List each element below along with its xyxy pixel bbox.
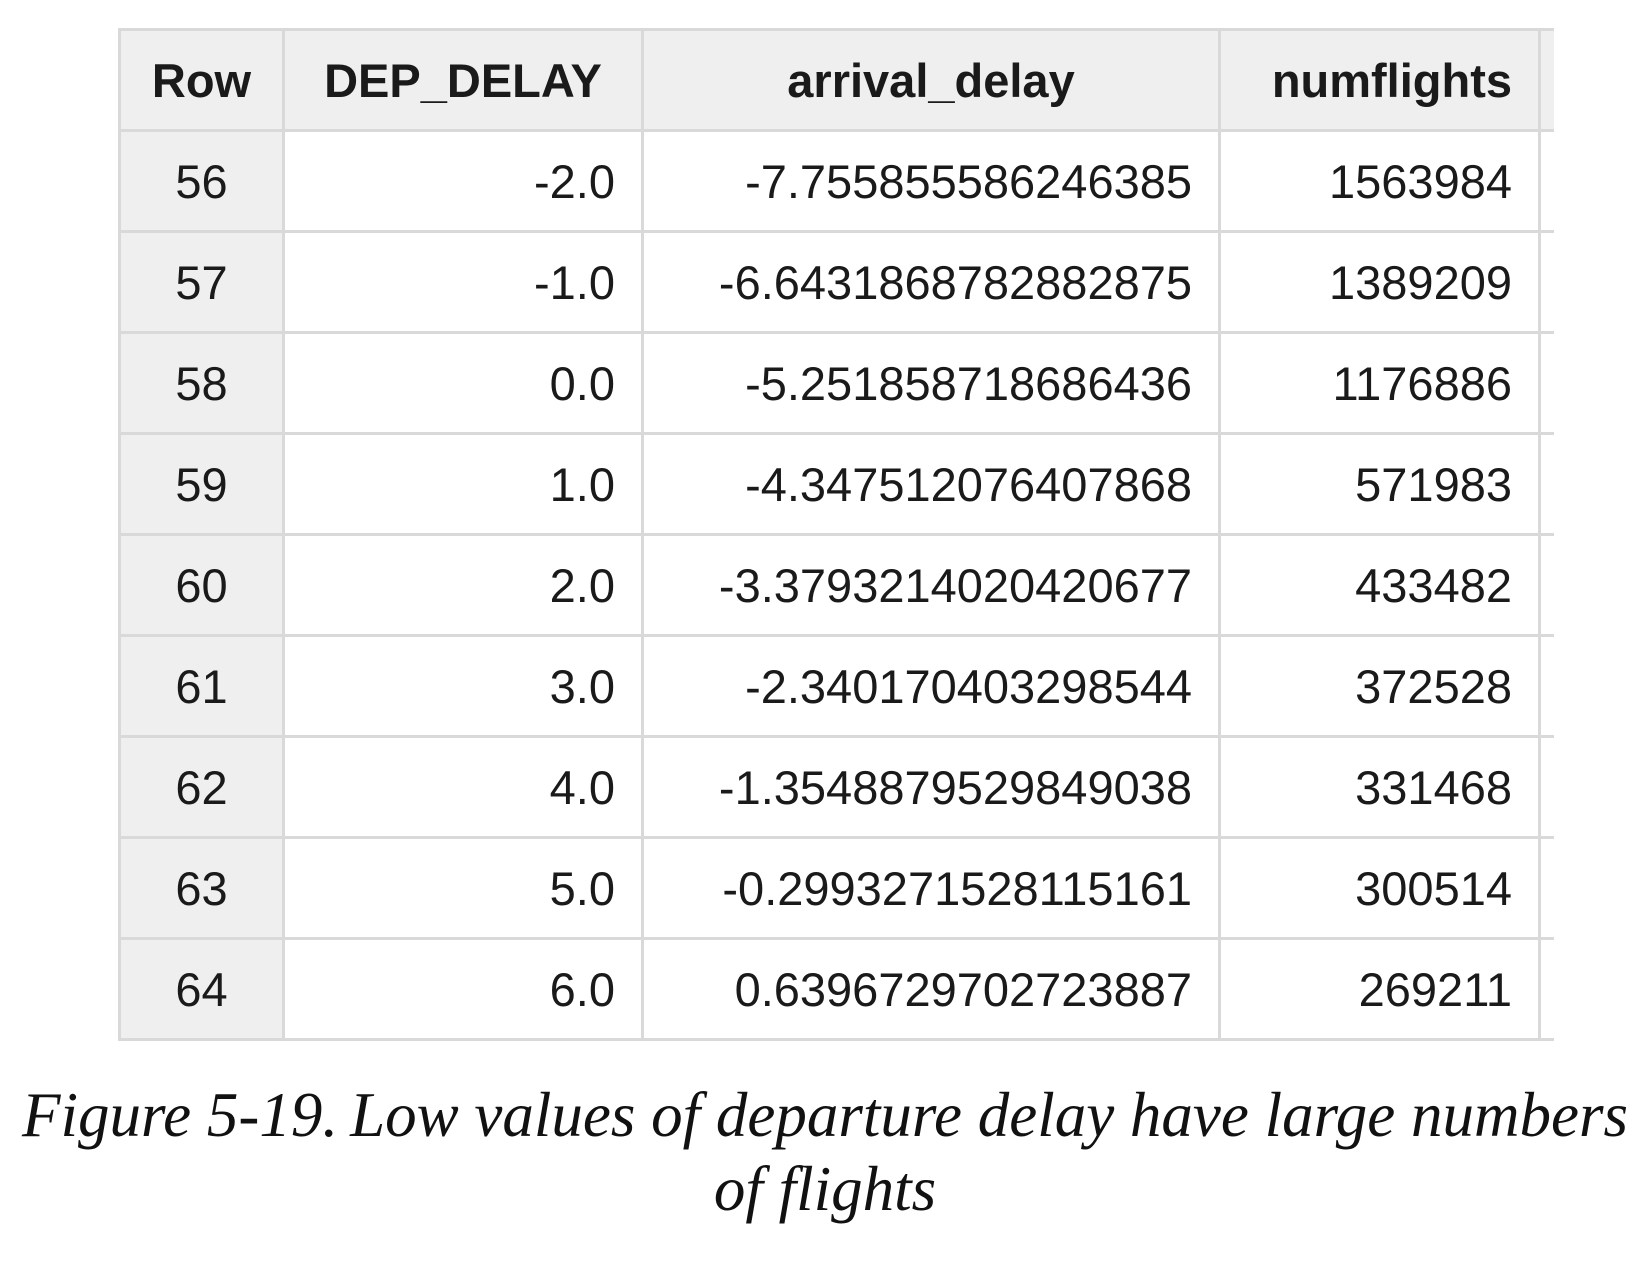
- dep-delay-cell: -1.0: [282, 230, 644, 334]
- table-row: 60 2.0 -3.379321402042067​7 433482: [118, 533, 1554, 637]
- row-number-cell: 63: [118, 836, 285, 940]
- overflow-cell: [1538, 129, 1554, 233]
- numflights-cell: 269211: [1218, 937, 1541, 1041]
- table-body: 56 -2.0 -7.755855586246385 1563984 57 -1…: [118, 129, 1554, 1041]
- row-number-cell: 56: [118, 129, 285, 233]
- table-row: 59 1.0 -4.347512076407868 571983: [118, 432, 1554, 536]
- table-row: 61 3.0 -2.340170403298544 372528: [118, 634, 1554, 738]
- overflow-cell: [1538, 634, 1554, 738]
- row-number-cell: 64: [118, 937, 285, 1041]
- column-header-row: Row: [118, 28, 285, 132]
- dep-delay-cell: 0.0: [282, 331, 644, 435]
- dep-delay-cell: 5.0: [282, 836, 644, 940]
- arrival-delay-cell: 0.639672970272388​7: [641, 937, 1221, 1041]
- row-number-cell: 61: [118, 634, 285, 738]
- dep-delay-cell: 2.0: [282, 533, 644, 637]
- overflow-cell: [1538, 331, 1554, 435]
- table-row: 58 0.0 -5.251858718686436 1176886: [118, 331, 1554, 435]
- numflights-cell: 433482: [1218, 533, 1541, 637]
- dep-delay-cell: -2.0: [282, 129, 644, 233]
- overflow-cell: [1538, 836, 1554, 940]
- figure-caption: Figure 5-19. Low values of departure dela…: [0, 1078, 1650, 1226]
- results-table: Row DEP_DELAY arrival_delay numflights 5…: [118, 28, 1554, 1041]
- overflow-cell: [1538, 230, 1554, 334]
- table-row: 63 5.0 -0.299327152811516​1 300514: [118, 836, 1554, 940]
- figure-caption-text: Low values of departure delay have large…: [350, 1080, 1628, 1224]
- dep-delay-cell: 1.0: [282, 432, 644, 536]
- numflights-cell: 331468: [1218, 735, 1541, 839]
- numflights-cell: 1563984: [1218, 129, 1541, 233]
- row-number-cell: 59: [118, 432, 285, 536]
- dep-delay-cell: 6.0: [282, 937, 644, 1041]
- overflow-cell: [1538, 533, 1554, 637]
- row-number-cell: 58: [118, 331, 285, 435]
- row-number-cell: 62: [118, 735, 285, 839]
- column-header-arrival-delay: arrival_delay: [641, 28, 1221, 132]
- arrival-delay-cell: -3.379321402042067​7: [641, 533, 1221, 637]
- numflights-cell: 1176886: [1218, 331, 1541, 435]
- column-header-overflow: [1538, 28, 1554, 132]
- dep-delay-cell: 4.0: [282, 735, 644, 839]
- table-header-row: Row DEP_DELAY arrival_delay numflights: [118, 28, 1554, 132]
- arrival-delay-cell: -7.755855586246385: [641, 129, 1221, 233]
- table-row: 57 -1.0 -6.643186878288287​5 1389209: [118, 230, 1554, 334]
- table-row: 64 6.0 0.639672970272388​7 269211: [118, 937, 1554, 1041]
- table-row: 56 -2.0 -7.755855586246385 1563984: [118, 129, 1554, 233]
- arrival-delay-cell: -6.643186878288287​5: [641, 230, 1221, 334]
- overflow-cell: [1538, 735, 1554, 839]
- column-header-dep-delay: DEP_DELAY: [282, 28, 644, 132]
- numflights-cell: 1389209: [1218, 230, 1541, 334]
- results-table-container: Row DEP_DELAY arrival_delay numflights 5…: [118, 28, 1554, 1064]
- row-number-cell: 57: [118, 230, 285, 334]
- arrival-delay-cell: -0.299327152811516​1: [641, 836, 1221, 940]
- overflow-cell: [1538, 432, 1554, 536]
- arrival-delay-cell: -2.340170403298544: [641, 634, 1221, 738]
- arrival-delay-cell: -1.354887952984903​8: [641, 735, 1221, 839]
- arrival-delay-cell: -5.251858718686436: [641, 331, 1221, 435]
- numflights-cell: 372528: [1218, 634, 1541, 738]
- figure-label: Figure 5-19.: [22, 1080, 339, 1150]
- table-row: 62 4.0 -1.354887952984903​8 331468: [118, 735, 1554, 839]
- overflow-cell: [1538, 937, 1554, 1041]
- numflights-cell: 300514: [1218, 836, 1541, 940]
- column-header-numflights: numflights: [1218, 28, 1541, 132]
- dep-delay-cell: 3.0: [282, 634, 644, 738]
- row-number-cell: 60: [118, 533, 285, 637]
- arrival-delay-cell: -4.347512076407868: [641, 432, 1221, 536]
- numflights-cell: 571983: [1218, 432, 1541, 536]
